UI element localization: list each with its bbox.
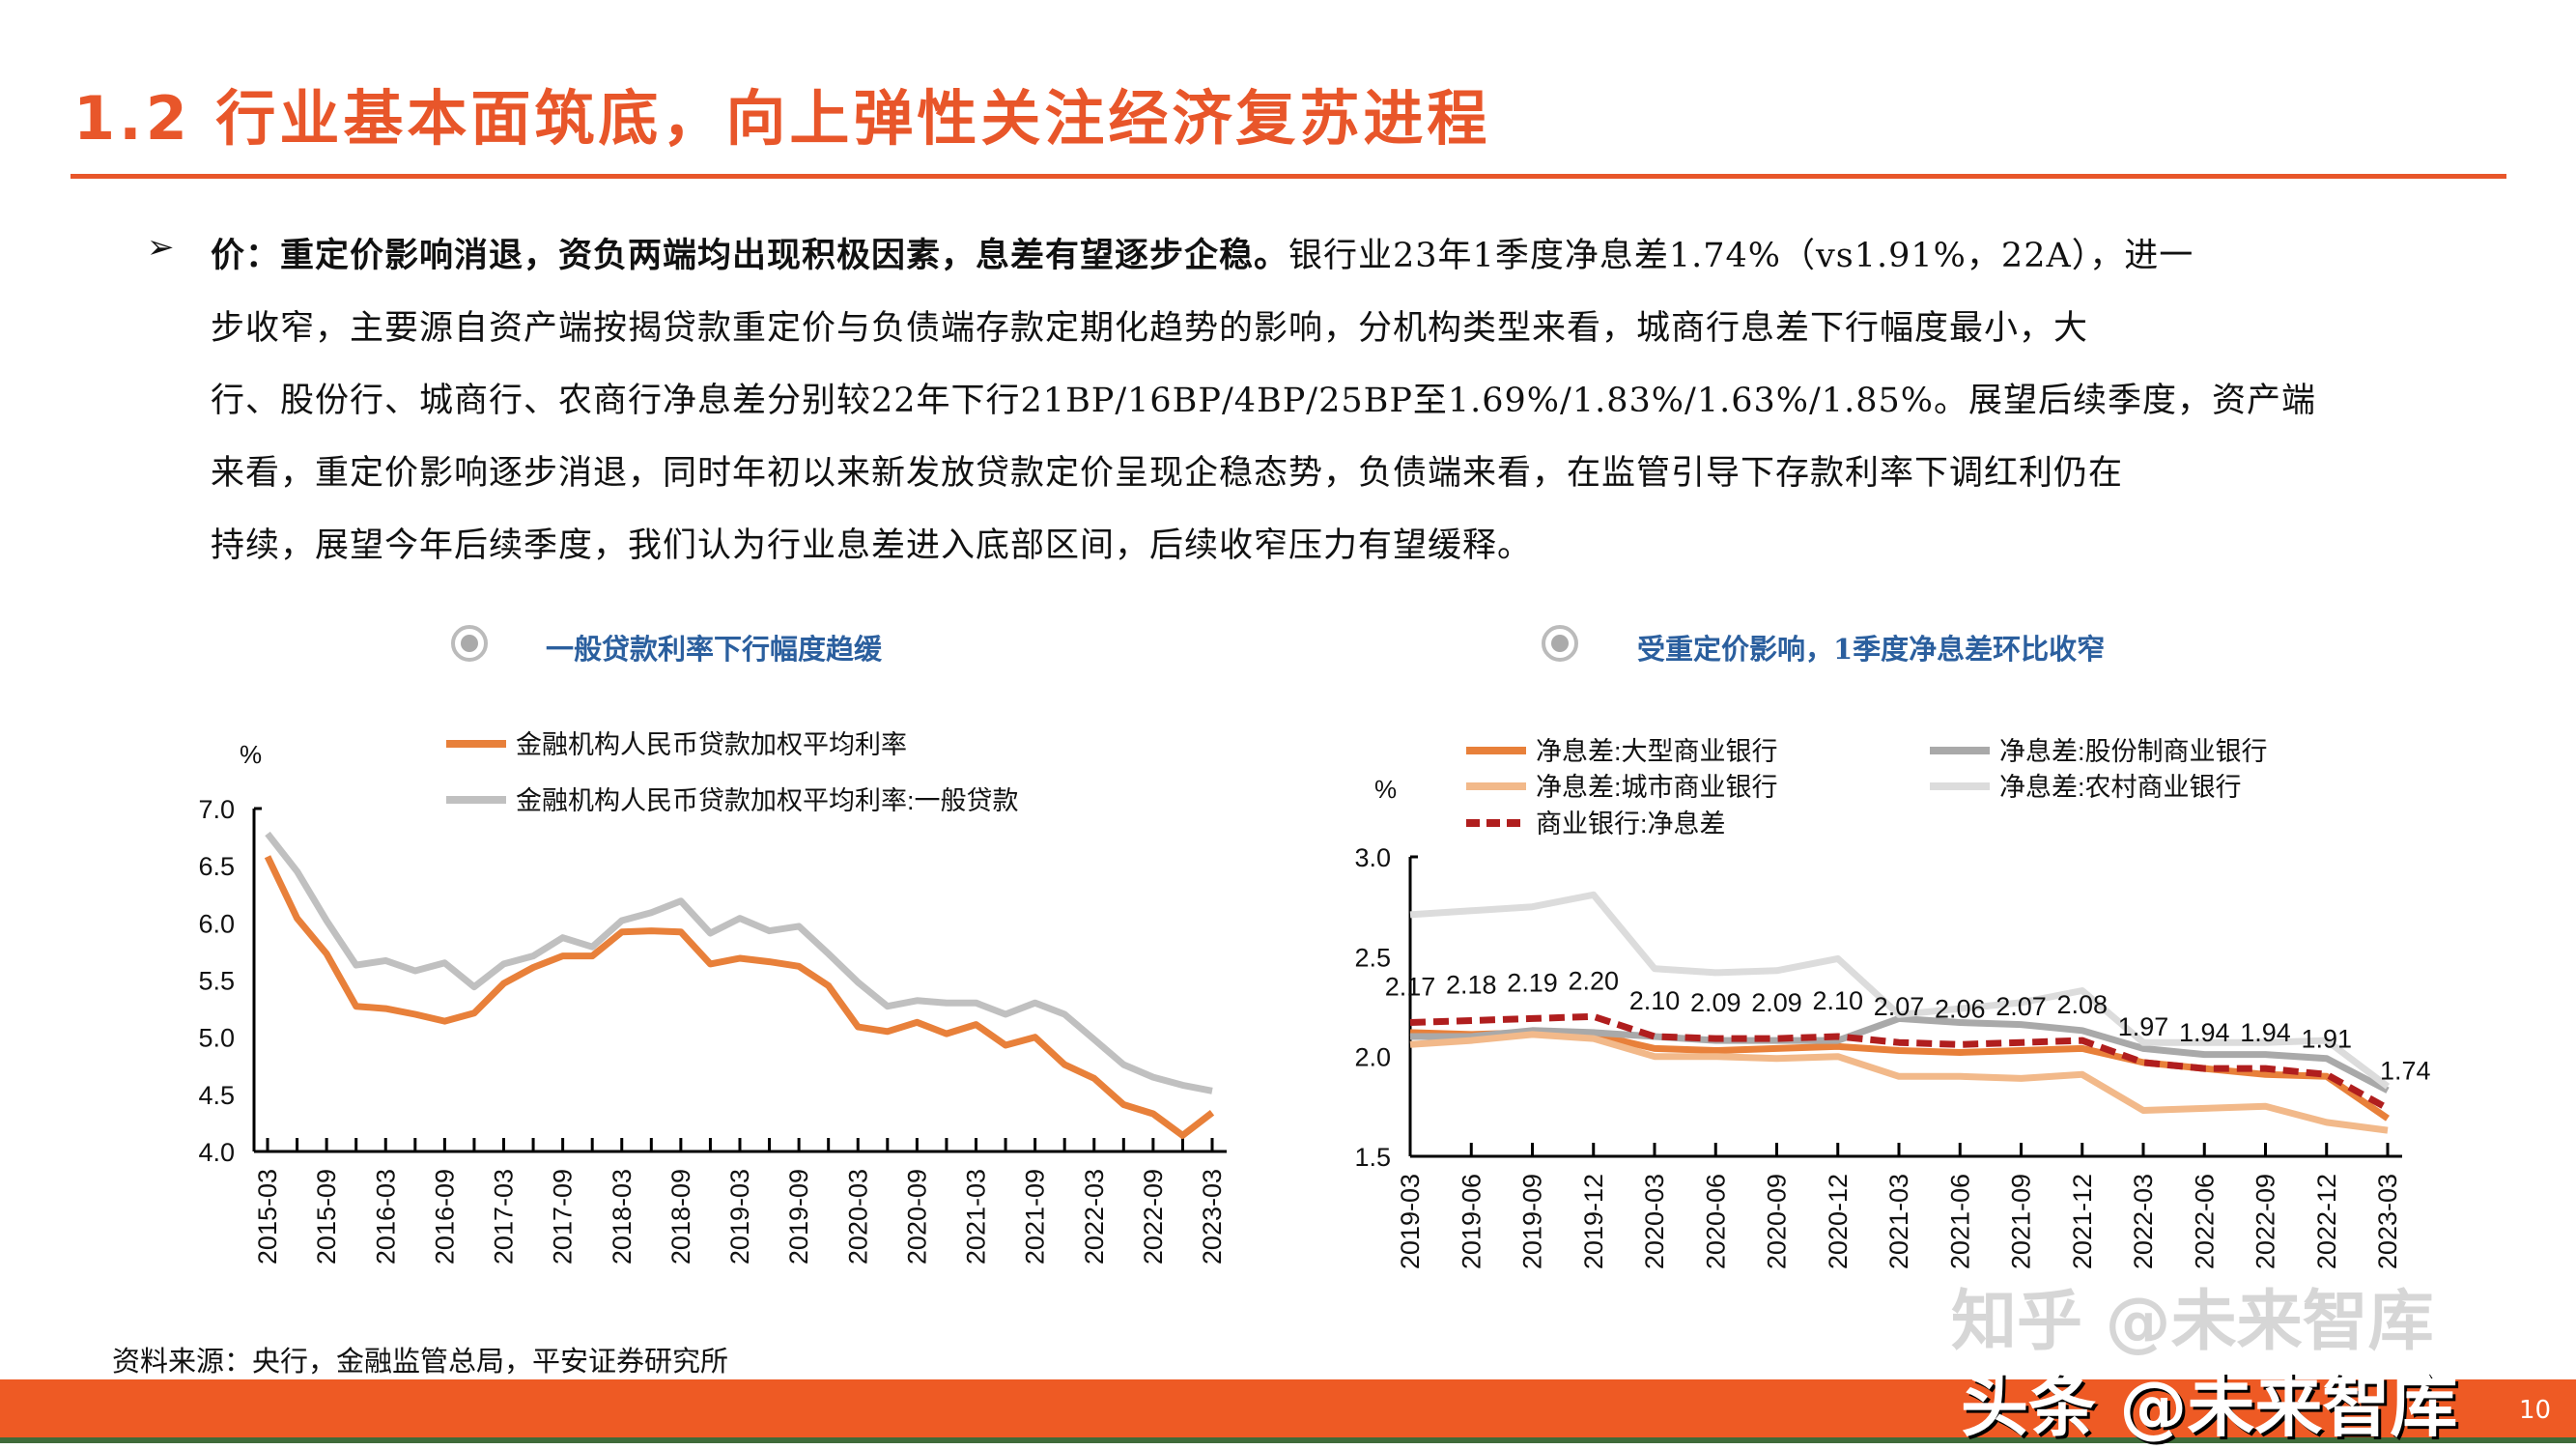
y-tick-label: 5.0 [198, 1024, 235, 1053]
x-tick-label: 2017-09 [549, 1169, 578, 1264]
y-tick-label: 4.0 [198, 1138, 235, 1167]
bullet-arrow-icon: ➢ [147, 228, 175, 267]
watermark-toutiao: 头条 @未来智库 [1961, 1367, 2458, 1446]
series-line-1 [265, 831, 1213, 1094]
paragraph-line-3: 行、股份行、城商行、农商行净息差分别较22年下行21BP/16BP/4BP/25… [211, 382, 2316, 420]
data-label: 1.91 [2301, 1024, 2352, 1053]
x-tick-label: 2016-03 [371, 1169, 400, 1264]
y-tick-label: 2.5 [1354, 943, 1391, 972]
y-tick-label: 4.5 [198, 1081, 235, 1110]
legend-label: 净息差:城市商业银行 [1536, 773, 1778, 802]
x-tick-label: 2023-03 [2373, 1174, 2402, 1269]
data-label: 1.94 [2240, 1018, 2291, 1047]
y-tick-label: 2.0 [1354, 1043, 1391, 1072]
data-label: 1.74 [2380, 1056, 2431, 1085]
paragraph-bold-lead: 价：重定价影响消退，资负两端均出现积极因素，息差有望逐步企稳。 [211, 236, 1289, 275]
data-label: 2.07 [1996, 992, 2047, 1021]
x-tick-label: 2021-06 [1945, 1174, 1974, 1269]
data-label: 2.18 [1446, 970, 1497, 999]
x-tick-label: 2020-03 [843, 1169, 872, 1264]
y-unit-label: % [1374, 775, 1397, 804]
page-title: 1.2 行业基本面筑底，向上弹性关注经济复苏进程 [73, 83, 1491, 154]
radio-bullet-icon [1542, 625, 1578, 662]
x-tick-label: 2022-09 [1139, 1169, 1168, 1264]
y-tick-label: 7.0 [198, 795, 235, 824]
x-tick-label: 2022-03 [2129, 1174, 2158, 1269]
y-tick-label: 5.5 [198, 967, 235, 996]
legend-label: 金融机构人民币贷款加权平均利率:一般贷款 [516, 786, 1019, 815]
data-label: 2.08 [2056, 990, 2108, 1019]
x-tick-label: 2020-09 [1763, 1174, 1792, 1269]
y-tick-label: 6.0 [198, 909, 235, 938]
data-label: 2.07 [1874, 992, 1925, 1021]
footer-band [0, 1379, 2576, 1437]
x-tick-label: 2022-12 [2312, 1174, 2341, 1269]
x-tick-label: 2020-06 [1701, 1174, 1730, 1269]
x-tick-label: 2019-03 [725, 1169, 754, 1264]
x-tick-label: 2021-03 [1884, 1174, 1913, 1269]
paragraph-line-4: 来看，重定价影响逐步消退，同时年初以来新发放贷款定价呈现企稳态势，负债端来看，在… [211, 454, 2124, 493]
x-tick-label: 2019-09 [784, 1169, 813, 1264]
paragraph-line-2: 步收窄，主要源自资产端按揭贷款重定价与负债端存款定期化趋势的影响，分机构类型来看… [211, 309, 2089, 348]
data-label: 1.94 [2179, 1018, 2230, 1047]
left-chart-title: 一般贷款利率下行幅度趋缓 [546, 633, 883, 666]
legend-label: 商业银行:净息差 [1536, 810, 1726, 838]
paragraph-line-5: 持续，展望今年后续季度，我们认为行业息差进入底部区间，后续收窄压力有望缓释。 [211, 526, 1533, 565]
x-tick-label: 2019-09 [1518, 1174, 1547, 1269]
radio-bullet-icon [451, 625, 488, 662]
watermark-zhihu: 知乎 @未来智库 [1951, 1284, 2434, 1360]
data-label: 2.10 [1812, 986, 1863, 1015]
x-tick-label: 2022-09 [2251, 1174, 2280, 1269]
y-tick-label: 3.0 [1354, 843, 1391, 872]
legend-label: 净息差:大型商业银行 [1536, 737, 1778, 766]
data-label: 2.06 [1935, 994, 1986, 1023]
data-label: 2.10 [1629, 986, 1681, 1015]
footer-line [0, 1437, 2576, 1443]
x-tick-label: 2020-12 [1824, 1174, 1853, 1269]
page-number: 10 [2519, 1396, 2552, 1425]
legend-label: 净息差:股份制商业银行 [1999, 737, 2268, 766]
x-tick-label: 2019-12 [1579, 1174, 1608, 1269]
x-tick-label: 2022-03 [1080, 1169, 1109, 1264]
y-tick-label: 1.5 [1354, 1143, 1391, 1172]
series-line-0 [264, 855, 1215, 1139]
x-tick-label: 2017-03 [490, 1169, 519, 1264]
x-tick-label: 2021-12 [2068, 1174, 2097, 1269]
series-line-2 [1409, 1031, 2389, 1134]
data-label: 2.20 [1568, 966, 1619, 995]
legend-label: 净息差:农村商业银行 [1999, 773, 2242, 802]
data-label: 2.09 [1690, 988, 1741, 1017]
title-divider [71, 174, 2506, 179]
series-line-4 [1409, 1012, 2390, 1112]
x-tick-label: 2023-03 [1198, 1169, 1227, 1264]
paragraph-line-1-rest: 银行业23年1季度净息差1.74%（vs1.91%，22A），进一 [1288, 237, 2194, 275]
x-tick-label: 2016-09 [430, 1169, 459, 1264]
data-label: 1.97 [2118, 1012, 2169, 1041]
legend-label: 金融机构人民币贷款加权平均利率 [516, 730, 907, 759]
data-label: 2.09 [1751, 988, 1802, 1017]
series-line-1 [1410, 1014, 2390, 1094]
y-tick-label: 6.5 [198, 852, 235, 881]
x-tick-label: 2020-03 [1640, 1174, 1669, 1269]
x-tick-label: 2020-09 [902, 1169, 931, 1264]
y-unit-label: % [240, 740, 262, 769]
right-chart-title: 受重定价影响，1季度净息差环比收窄 [1637, 633, 2106, 666]
paragraph-line-1: 价：重定价影响消退，资负两端均出现积极因素，息差有望逐步企稳。银行业23年1季度… [211, 228, 2194, 277]
x-tick-label: 2015-09 [312, 1169, 341, 1264]
series-line-3 [1409, 891, 2391, 1090]
x-tick-label: 2019-03 [1396, 1174, 1425, 1269]
x-tick-label: 2019-06 [1457, 1174, 1486, 1269]
x-tick-label: 2018-03 [608, 1169, 637, 1264]
x-tick-label: 2021-03 [962, 1169, 991, 1264]
x-tick-label: 2021-09 [1021, 1169, 1050, 1264]
x-tick-label: 2021-09 [2007, 1174, 2036, 1269]
source-note: 资料来源：央行，金融监管总局，平安证券研究所 [112, 1345, 729, 1378]
data-label: 2.17 [1385, 973, 1436, 1002]
data-label: 2.19 [1507, 968, 1558, 997]
x-tick-label: 2018-09 [666, 1169, 695, 1264]
x-tick-label: 2022-06 [2190, 1174, 2219, 1269]
x-tick-label: 2015-03 [253, 1169, 282, 1264]
